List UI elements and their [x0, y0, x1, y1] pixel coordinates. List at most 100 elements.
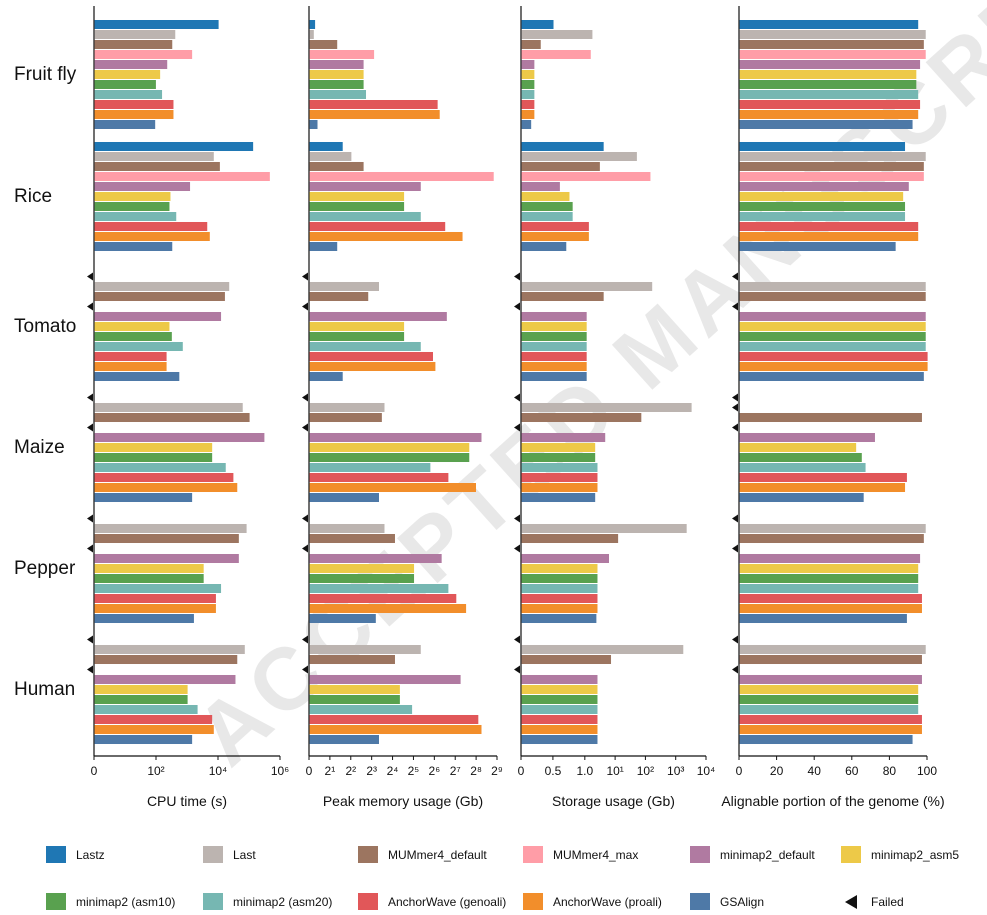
bar-maize-gsalign: [521, 493, 596, 502]
bar-rice-last: [309, 152, 352, 161]
bar-pepper-mummer4-default: [309, 534, 395, 543]
x-tick-label: 10⁶: [271, 764, 289, 778]
bar-pepper-mummer4-default: [739, 534, 924, 543]
bar-pepper-gsalign: [309, 614, 376, 623]
bar-rice-minimap2-asm20: [94, 212, 177, 221]
bar-rice-anchorwave-proali: [94, 232, 210, 241]
x-tick-label: 10²: [637, 764, 654, 778]
bar-pepper-last: [739, 524, 926, 533]
bar-pepper-anchorwave-proali: [309, 604, 467, 613]
bar-pepper-anchorwave-genoali: [309, 594, 457, 603]
bar-maize-anchorwave-proali: [309, 483, 476, 492]
bar-maize-last: [521, 403, 692, 412]
bar-maize-anchorwave-genoali: [521, 473, 598, 482]
failed-marker-human-mummer4-max: [514, 665, 520, 674]
bar-tomato-minimap2-default: [521, 312, 587, 321]
bar-maize-anchorwave-proali: [739, 483, 906, 492]
bar-rice-minimap2-asm10: [94, 202, 170, 211]
bar-fruit-fly-minimap2-asm20: [94, 90, 163, 99]
bar-human-last: [739, 645, 926, 654]
legend-label-minimap2-asm10: minimap2 (asm10): [76, 895, 175, 909]
bar-fruit-fly-minimap2-asm20: [739, 90, 919, 99]
bar-pepper-last: [309, 524, 385, 533]
x-tick-label: 2²: [345, 764, 356, 778]
bar-rice-last: [739, 152, 926, 161]
bar-maize-minimap2-asm10: [521, 453, 596, 462]
failed-marker-maize-mummer4-max: [732, 423, 738, 432]
bar-fruit-fly-minimap2-asm20: [521, 90, 535, 99]
x-tick-label: 10⁴: [209, 764, 228, 778]
bar-pepper-minimap2-asm5: [739, 564, 919, 573]
species-label-human: Human: [14, 679, 75, 700]
failed-marker-maize-lastz: [302, 393, 308, 402]
bar-pepper-gsalign: [521, 614, 597, 623]
bar-tomato-anchorwave-proali: [309, 362, 436, 371]
bar-pepper-minimap2-asm20: [94, 584, 222, 593]
bar-rice-anchorwave-genoali: [521, 222, 589, 231]
bar-fruit-fly-mummer4-default: [309, 40, 338, 49]
bar-rice-gsalign: [309, 242, 338, 251]
legend-label-last: Last: [233, 848, 256, 862]
bar-maize-minimap2-asm5: [521, 443, 596, 452]
panel-storage-usage-gb: 0 0.5 1.0 10¹ 10² 10³ 10⁴ Storage usage (Gb): [514, 6, 715, 809]
bar-fruit-fly-mummer4-max: [521, 50, 591, 59]
panels: 0 10² 10⁴ 10⁶ CPU time (s) 0 2¹ 2² 2³ 2⁴ 2⁵ 2⁶ 2⁷ 2⁸ 2…: [87, 6, 945, 809]
bar-tomato-mummer4-default: [309, 292, 369, 301]
bar-maize-minimap2-default: [739, 433, 875, 442]
bar-maize-minimap2-default: [94, 433, 265, 442]
x-tick-label: 2⁵: [408, 764, 420, 778]
failed-marker-tomato-lastz: [732, 272, 738, 281]
species-label-pepper: Pepper: [14, 558, 76, 579]
bar-human-anchorwave-genoali: [521, 715, 598, 724]
bar-maize-minimap2-asm5: [94, 443, 213, 452]
bar-fruit-fly-anchorwave-genoali: [521, 100, 535, 109]
failed-marker-maize-mummer4-max: [302, 423, 308, 432]
bar-human-anchorwave-proali: [309, 725, 482, 734]
failed-marker-maize-mummer4-max: [514, 423, 520, 432]
bar-rice-minimap2-default: [521, 182, 560, 191]
bar-fruit-fly-mummer4-max: [94, 50, 193, 59]
failed-marker-tomato-lastz: [87, 272, 93, 281]
bar-pepper-minimap2-asm5: [309, 564, 415, 573]
bar-human-minimap2-asm5: [94, 685, 188, 694]
bar-pepper-minimap2-asm20: [521, 584, 598, 593]
x-tick-label: 0: [736, 764, 743, 778]
bar-maize-minimap2-asm10: [94, 453, 213, 462]
bar-human-minimap2-default: [309, 675, 461, 684]
bar-maize-mummer4-default: [739, 413, 922, 422]
bar-tomato-last: [309, 282, 379, 291]
bar-tomato-last: [94, 282, 230, 291]
bar-fruit-fly-gsalign: [739, 120, 913, 129]
x-tick-label: 0: [306, 764, 313, 778]
bar-fruit-fly-lastz: [521, 20, 554, 29]
bar-fruit-fly-minimap2-asm10: [521, 80, 535, 89]
bar-fruit-fly-gsalign: [521, 120, 532, 129]
bar-tomato-minimap2-default: [739, 312, 926, 321]
x-axis-label: Peak memory usage (Gb): [323, 793, 483, 809]
bar-pepper-anchorwave-proali: [94, 604, 216, 613]
panel-alignable-portion-of-the-genome: 0 20 40 60 80 100 Alignable portion of the gen…: [721, 6, 945, 809]
x-tick-label: 2⁴: [387, 764, 399, 778]
bar-tomato-gsalign: [521, 372, 587, 381]
bar-tomato-mummer4-default: [521, 292, 604, 301]
bar-maize-gsalign: [739, 493, 864, 502]
bar-fruit-fly-anchorwave-proali: [521, 110, 535, 119]
bar-rice-last: [521, 152, 637, 161]
bar-fruit-fly-minimap2-asm5: [94, 70, 161, 79]
bar-rice-mummer4-max: [739, 172, 924, 181]
bar-rice-minimap2-asm5: [309, 192, 405, 201]
bar-human-minimap2-asm20: [739, 705, 919, 714]
bar-pepper-anchorwave-proali: [521, 604, 598, 613]
legend-label-gsalign: GSAlign: [720, 895, 764, 909]
bar-rice-mummer4-max: [94, 172, 270, 181]
bar-pepper-minimap2-asm5: [521, 564, 598, 573]
bar-pepper-minimap2-asm10: [521, 574, 598, 583]
bar-maize-minimap2-default: [309, 433, 482, 442]
bar-rice-mummer4-default: [94, 162, 220, 171]
failed-marker-human-lastz: [514, 635, 520, 644]
legend-swatch-last: [203, 846, 223, 863]
bar-fruit-fly-anchorwave-proali: [309, 110, 440, 119]
failed-marker-maize-last: [732, 403, 738, 412]
bar-human-gsalign: [521, 735, 598, 744]
